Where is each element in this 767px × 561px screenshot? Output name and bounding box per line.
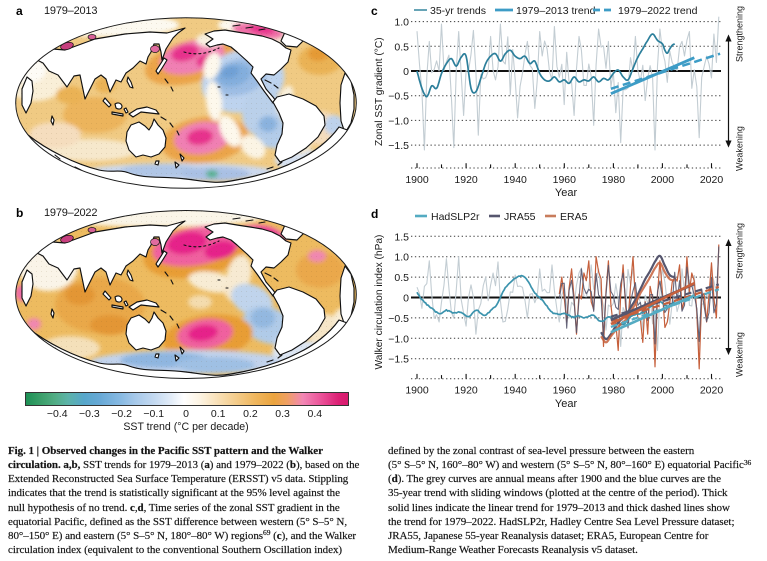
svg-text:Weakening: Weakening: [735, 332, 745, 377]
svg-text:HadSLP2r: HadSLP2r: [431, 211, 480, 223]
svg-text:0.5: 0.5: [394, 41, 409, 53]
svg-text:ERA5: ERA5: [560, 211, 588, 223]
svg-text:Year: Year: [555, 187, 578, 199]
svg-text:Weakening: Weakening: [735, 126, 745, 171]
svg-text:−1.5: −1.5: [388, 140, 409, 152]
svg-text:1979–2013 trend: 1979–2013 trend: [516, 5, 596, 17]
svg-text:Walker circulation index (hPa): Walker circulation index (hPa): [374, 235, 385, 370]
svg-text:2000: 2000: [651, 174, 675, 186]
svg-text:1980: 1980: [602, 174, 626, 186]
svg-text:1979–2022 trend: 1979–2022 trend: [618, 5, 698, 17]
svg-text:0: 0: [403, 66, 409, 78]
svg-text:1.0: 1.0: [394, 252, 409, 264]
svg-text:−0.5: −0.5: [388, 91, 409, 103]
svg-text:−1.0: −1.0: [388, 333, 409, 345]
svg-text:1.0: 1.0: [394, 17, 409, 29]
svg-text:1960: 1960: [553, 174, 577, 186]
svg-text:0.5: 0.5: [394, 272, 409, 284]
svg-text:1920: 1920: [454, 385, 478, 397]
svg-text:Strengthening: Strengthening: [735, 223, 745, 279]
svg-text:JRA55: JRA55: [504, 211, 536, 223]
svg-text:Strengthening: Strengthening: [735, 6, 745, 62]
svg-text:−0.5: −0.5: [388, 313, 409, 325]
svg-text:1940: 1940: [504, 385, 528, 397]
svg-text:Year: Year: [555, 398, 578, 410]
svg-text:1980: 1980: [602, 385, 626, 397]
svg-text:2020: 2020: [700, 174, 724, 186]
svg-text:0: 0: [403, 293, 409, 305]
svg-text:1.5: 1.5: [394, 231, 409, 243]
svg-text:35-yr trends: 35-yr trends: [430, 5, 486, 17]
svg-text:2020: 2020: [700, 385, 724, 397]
svg-text:1900: 1900: [405, 385, 429, 397]
svg-text:1900: 1900: [405, 174, 429, 186]
svg-text:2000: 2000: [651, 385, 675, 397]
svg-text:1960: 1960: [553, 385, 577, 397]
svg-text:Zonal SST gradient (°C): Zonal SST gradient (°C): [374, 37, 385, 146]
svg-text:1920: 1920: [454, 174, 478, 186]
svg-text:−1.5: −1.5: [388, 354, 409, 366]
svg-text:−1.0: −1.0: [388, 115, 409, 127]
svg-text:1940: 1940: [504, 174, 528, 186]
